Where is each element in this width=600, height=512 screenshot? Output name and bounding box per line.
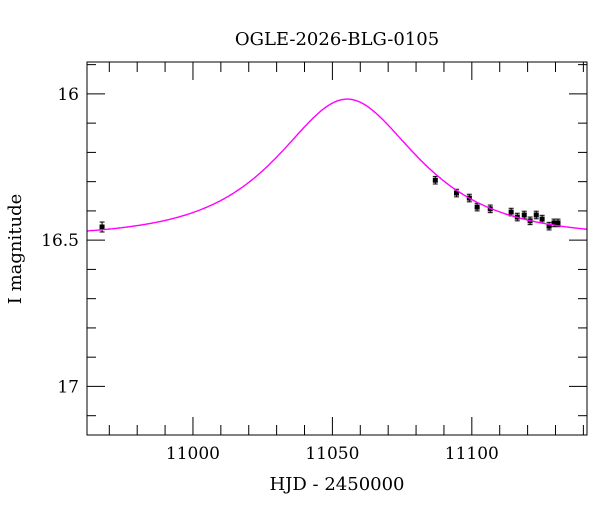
axis-ticks	[87, 62, 587, 435]
data-points-group	[99, 175, 561, 233]
y-tick-label: 16.5	[41, 231, 79, 251]
x-tick-label: 11100	[445, 444, 499, 464]
point-marker	[555, 220, 561, 226]
data-point	[432, 175, 438, 185]
point-marker	[453, 190, 459, 196]
point-marker	[474, 204, 480, 210]
axis-tick-labels: 11000 11050 11100 16 16.5 17	[41, 85, 499, 464]
point-marker	[551, 220, 557, 226]
point-marker	[533, 212, 539, 218]
point-marker	[432, 177, 438, 183]
model-curve	[86, 98, 587, 232]
point-marker	[546, 223, 552, 229]
y-tick-label: 17	[57, 377, 79, 397]
x-tick-label: 11050	[305, 444, 359, 464]
point-marker	[99, 224, 105, 230]
x-axis-label: HJD - 2450000	[269, 474, 404, 495]
point-marker	[521, 212, 527, 218]
x-tick-label: 11000	[166, 444, 220, 464]
y-tick-label: 16	[57, 85, 79, 105]
point-marker	[539, 216, 545, 222]
data-point	[546, 221, 552, 231]
chart-title: OGLE-2026-BLG-0105	[235, 29, 439, 50]
data-point	[539, 214, 545, 224]
data-point	[555, 218, 561, 228]
data-point	[521, 210, 527, 220]
data-point	[474, 202, 480, 212]
point-marker	[508, 209, 514, 215]
y-axis-label: I magnitude	[5, 194, 26, 305]
plot-frame	[86, 61, 588, 436]
data-point	[533, 210, 539, 220]
